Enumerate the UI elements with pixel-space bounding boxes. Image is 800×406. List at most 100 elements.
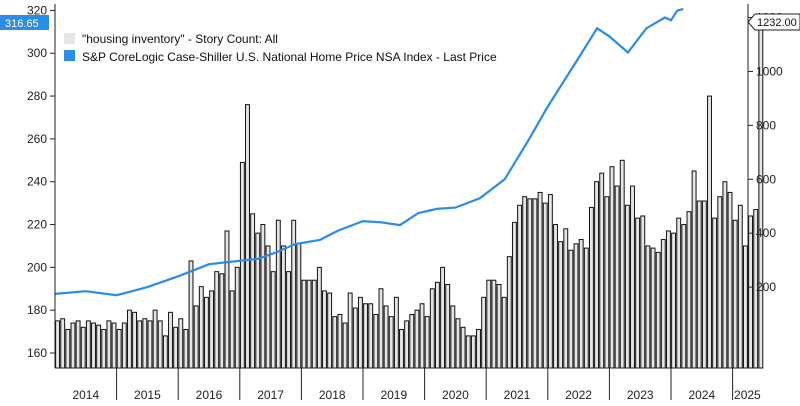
left-tick-label: 160 [27,346,47,360]
bar [501,296,507,369]
bar [337,313,343,369]
bar [696,200,702,369]
bar [609,166,615,369]
x-tick-label: 2024 [688,388,715,402]
left-flag-text: 316.65 [5,18,39,30]
left-tick-label: 260 [27,132,47,146]
x-tick-label: 2019 [380,388,407,402]
legend-swatch-line [64,50,75,61]
bar [147,320,153,369]
bar [363,303,369,369]
bar [414,309,420,369]
bar [655,251,661,369]
bar [624,204,630,369]
bar [111,322,117,369]
bar [496,283,502,369]
bar [481,296,487,369]
bar [563,228,569,369]
bar [506,256,512,369]
left-flag-box [0,15,49,30]
bar [491,279,497,369]
bar [665,230,671,369]
bar [511,221,517,369]
bar [65,328,71,369]
bar [96,324,102,369]
bar [80,326,86,369]
bar [742,245,748,369]
bar [722,181,728,369]
bar [306,279,312,369]
bar [152,309,158,369]
bar [753,209,759,369]
legend-box [58,20,536,69]
x-tick-label: 2016 [196,388,223,402]
bar [727,191,733,369]
bar [260,224,266,369]
right-tick-label: 200 [756,280,776,294]
bar [440,266,446,369]
bar [460,326,466,369]
x-tick-label: 2014 [72,388,99,402]
bar [445,283,451,369]
bar [126,309,132,369]
x-tick-label: 2022 [565,388,592,402]
bar [522,196,528,369]
bar [588,206,594,369]
bar [106,320,112,369]
bar [737,204,743,369]
legend-swatch-bars [64,33,75,44]
bar [168,311,173,369]
bar [527,198,533,369]
bar [373,313,379,369]
bar [681,224,687,369]
bar [239,161,245,369]
bar [178,318,184,369]
legend-label-bars: "housing inventory" - Story Count: All [82,32,278,46]
bar [604,196,610,369]
left-axis-ticks: 160 180 200 220 240 260 280 300 320 [27,3,55,360]
bar [101,328,107,369]
bar [250,213,256,369]
bar [55,320,61,369]
bar [419,303,425,369]
bar [547,194,553,369]
bar [476,328,481,369]
bar [229,290,235,369]
bar [70,322,76,369]
bar [275,219,281,369]
x-tick-label: 2021 [504,388,531,402]
bar [517,204,523,369]
bar [486,279,492,369]
right-flag-text: 1232.00 [757,17,797,29]
bar [188,260,194,369]
bar [748,215,754,369]
bar [717,196,723,369]
bar [558,241,564,369]
bar [434,281,440,369]
x-tick-label: 2023 [627,388,654,402]
bar [209,290,215,369]
legend: "housing inventory" - Story Count: All S… [58,20,536,69]
bar [707,95,712,369]
bar [594,181,600,369]
bar [650,247,656,369]
bar [578,239,584,369]
bar [404,320,410,369]
left-tick-label: 280 [27,89,47,103]
bar [332,316,338,369]
bar [691,170,697,369]
bar [393,296,399,369]
bar [553,224,558,369]
left-tick-label: 220 [27,218,47,232]
bar [327,292,333,369]
x-tick-label: 2020 [442,388,469,402]
left-tick-label: 180 [27,303,47,317]
bar [296,243,302,369]
bar [640,215,646,369]
bar [660,239,666,369]
bar [316,266,322,369]
bar [399,328,404,369]
right-tick-label: 800 [756,118,776,132]
bar [630,185,635,369]
